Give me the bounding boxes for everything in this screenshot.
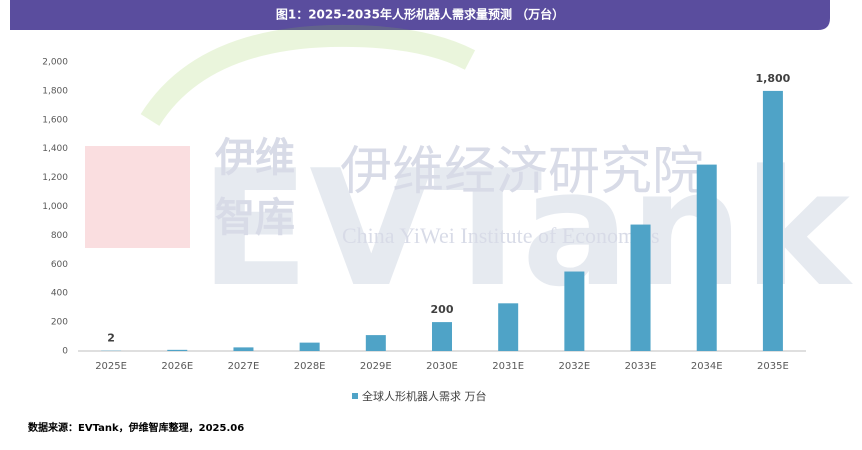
value-label: 200 bbox=[431, 303, 454, 316]
watermark-logo: EVTank bbox=[200, 135, 854, 322]
watermark: EVTank 伊维 智库 伊维经济研究院 China YiWei Institu… bbox=[85, 24, 854, 322]
bar bbox=[167, 349, 188, 351]
bar bbox=[233, 347, 254, 351]
bar bbox=[299, 342, 320, 351]
y-tick-label: 1,000 bbox=[42, 202, 68, 212]
value-label: 1,800 bbox=[756, 72, 791, 85]
bar bbox=[630, 224, 651, 351]
y-tick-label: 2,000 bbox=[42, 58, 68, 68]
bar bbox=[696, 164, 717, 351]
x-tick-label: 2026E bbox=[161, 361, 193, 372]
y-tick-label: 800 bbox=[51, 231, 68, 241]
watermark-institute: 伊维经济研究院 bbox=[340, 142, 704, 202]
legend-label: 全球人形机器人需求 万台 bbox=[362, 389, 487, 403]
y-tick-label: 1,200 bbox=[42, 173, 68, 183]
title-bar bbox=[10, 0, 830, 30]
y-tick-label: 400 bbox=[51, 289, 68, 299]
x-tick-label: 2028E bbox=[294, 361, 326, 372]
y-tick-label: 1,400 bbox=[42, 144, 68, 154]
y-tick-label: 1,600 bbox=[42, 115, 68, 125]
x-tick-label: 2030E bbox=[426, 361, 458, 372]
bar bbox=[564, 271, 585, 351]
y-tick-label: 600 bbox=[51, 260, 68, 270]
source-note: 数据来源：EVTank，伊维智库整理，2025.06 bbox=[28, 421, 244, 434]
bar bbox=[365, 335, 386, 351]
bar bbox=[762, 90, 783, 352]
watermark-institute-en: China YiWei Institute of Economics bbox=[342, 223, 660, 248]
x-tick-label: 2029E bbox=[360, 361, 392, 372]
chart-title: 图1：2025-2035年人形机器人需求量预测 （万台） bbox=[276, 7, 564, 22]
watermark-brand: 伊维 bbox=[214, 135, 295, 181]
value-label: 2 bbox=[107, 332, 115, 345]
watermark-arc bbox=[140, 24, 476, 127]
x-tick-label: 2031E bbox=[492, 361, 524, 372]
y-tick-label: 200 bbox=[51, 318, 68, 328]
x-tick-label: 2025E bbox=[95, 361, 127, 372]
bar bbox=[432, 322, 452, 351]
y-tick-label: 1,800 bbox=[42, 86, 68, 96]
x-tick-label: 2027E bbox=[228, 361, 260, 372]
legend-swatch bbox=[352, 393, 358, 399]
watermark-brand: 智库 bbox=[215, 195, 295, 241]
bar bbox=[498, 303, 519, 351]
watermark-seal bbox=[85, 146, 190, 248]
x-tick-label: 2032E bbox=[558, 361, 590, 372]
x-tick-label: 2035E bbox=[757, 361, 789, 372]
y-tick-label: 0 bbox=[62, 347, 68, 357]
x-tick-label: 2033E bbox=[625, 361, 657, 372]
x-tick-label: 2034E bbox=[691, 361, 723, 372]
